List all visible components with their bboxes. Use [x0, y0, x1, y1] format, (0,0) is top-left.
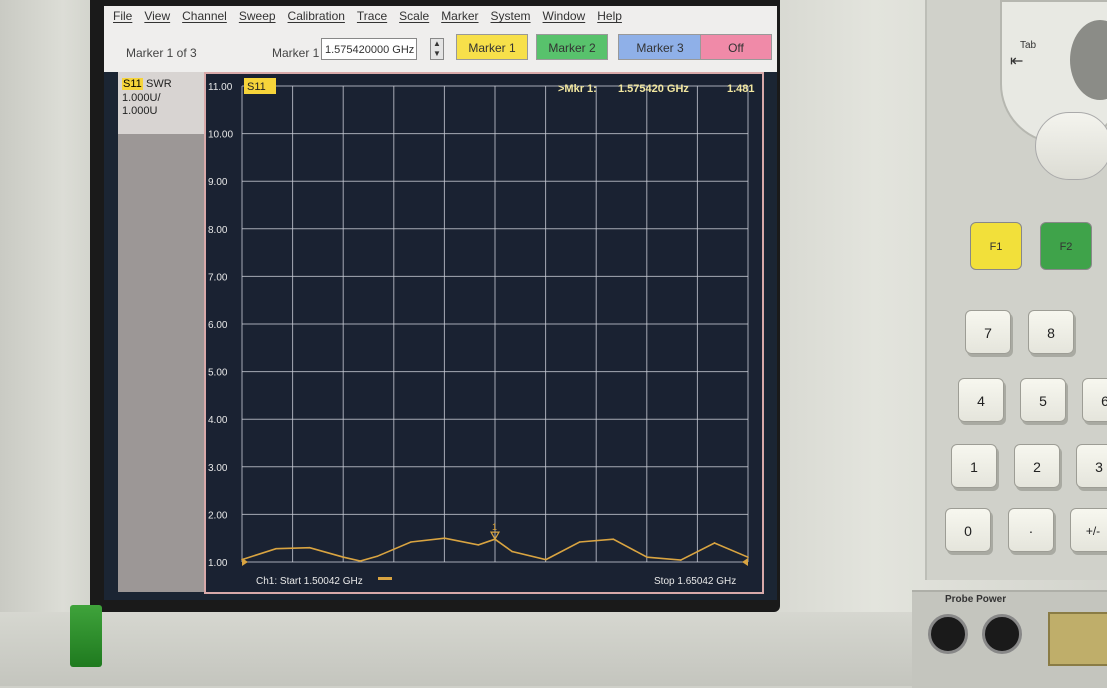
marker-1-triangle: [489, 531, 501, 541]
trace-point: [308, 546, 311, 549]
trace-info-pane: S11 SWR 1.000U/ 1.000U: [118, 72, 207, 592]
plot-frame: 11.00 10.00 9.00 8.00 7.00 6.00 5.00 4.00 3.00 2.…: [204, 72, 764, 594]
y-tick-label: 5.00: [208, 368, 228, 379]
key-6[interactable]: 6: [1082, 378, 1107, 422]
key-8[interactable]: 8: [1028, 310, 1074, 354]
key-0[interactable]: 0: [945, 508, 991, 552]
y-tick-label: 9.00: [208, 177, 228, 188]
y-tick-label: 8.00: [208, 225, 228, 236]
trace-point: [410, 541, 412, 543]
trace-point: [275, 547, 277, 550]
trace-point: [578, 541, 581, 543]
y-tick-label: 3.00: [208, 463, 228, 474]
tab-key[interactable]: Tab ⇤: [1010, 40, 1050, 90]
menu-view[interactable]: View: [144, 9, 171, 23]
y-tick-label: 10.00: [208, 130, 233, 141]
trace-point: [680, 559, 682, 561]
marker-3-button[interactable]: Marker 3: [618, 34, 702, 60]
trace-tag: S11: [122, 78, 143, 90]
menu-trace[interactable]: Trace: [356, 9, 388, 23]
key-2[interactable]: 2: [1014, 444, 1060, 488]
probe-power-port-2[interactable]: [982, 614, 1022, 654]
f2-key[interactable]: F2: [1040, 222, 1092, 270]
plot-background: [206, 74, 762, 592]
marker-frequency-input[interactable]: 1.575420000 GHz: [321, 38, 417, 60]
trace-point: [747, 556, 749, 559]
trace-info-box: S11 SWR 1.000U/ 1.000U: [118, 72, 204, 134]
start-frequency-label: Ch1: Start 1.50042 GHz: [256, 576, 363, 587]
trace-indicator: [378, 577, 392, 580]
trace-reference: 1.000U: [122, 105, 158, 117]
trace-point: [359, 560, 362, 562]
menu-file[interactable]: File: [113, 9, 133, 23]
menu-marker[interactable]: Marker: [441, 9, 479, 23]
marker-readout-frequency: 1.575420 GHz: [618, 83, 689, 95]
marker-readout-label: >Mkr 1:: [558, 83, 597, 95]
stop-frequency-label: Stop 1.65042 GHz: [654, 576, 736, 587]
y-tick-label: 4.00: [208, 415, 228, 426]
menu-channel[interactable]: Channel: [182, 9, 227, 23]
tab-arrow-icon: ⇤: [1010, 53, 1024, 70]
y-tick-label: 7.00: [208, 272, 228, 283]
marker-1-button[interactable]: Marker 1: [456, 34, 528, 60]
trace-tag-bg: [244, 78, 276, 94]
menu-sweep[interactable]: Sweep: [238, 9, 276, 23]
marker-off-button[interactable]: Off: [700, 34, 772, 60]
menu-scale[interactable]: Scale: [399, 9, 430, 23]
f1-key[interactable]: F1: [970, 222, 1022, 270]
key-1[interactable]: 1: [951, 444, 997, 488]
trace-point: [443, 537, 446, 539]
menu-window[interactable]: Window: [542, 9, 586, 23]
trace-tag-text: S11: [247, 81, 266, 93]
marker-field-label: Marker 1: [272, 46, 320, 60]
analyzer-display: File View Channel Sweep Calibration Trace Scal…: [104, 6, 777, 600]
marker-toolbar: Marker 1 of 3 Marker 1 1.575420000 GHz ▲…: [104, 26, 777, 72]
trace-line-s11: [241, 537, 749, 562]
trace-point: [342, 556, 345, 559]
probe-power-label: Probe Power: [945, 594, 1007, 605]
front-panel-slot: [1048, 612, 1107, 666]
instrument-bezel-bottom: [0, 612, 915, 686]
marker-1-label: 1: [492, 522, 497, 532]
nav-down-key[interactable]: [1035, 112, 1107, 180]
right-edge-marker: [742, 558, 748, 566]
key-3[interactable]: 3: [1076, 444, 1107, 488]
y-tick-label: 2.00: [208, 510, 228, 521]
key-plus-minus[interactable]: +/-: [1070, 508, 1107, 552]
menu-calibration[interactable]: Calibration: [287, 9, 345, 23]
instrument-bezel-left: [0, 0, 105, 686]
y-tick-label: 6.00: [208, 320, 228, 331]
tab-key-label: Tab: [1020, 40, 1037, 51]
left-edge-marker: [242, 558, 248, 566]
trace-point: [646, 556, 648, 559]
marker-2-button[interactable]: Marker 2: [536, 34, 608, 60]
menu-system[interactable]: System: [490, 9, 531, 23]
trace-point: [713, 542, 716, 544]
trace-scale: 1.000U/: [122, 92, 161, 104]
trace-format: SWR: [146, 78, 172, 90]
trace-point: [612, 538, 615, 540]
probe-power-port-1[interactable]: [928, 614, 968, 654]
key-7[interactable]: 7: [965, 310, 1011, 354]
key-5[interactable]: 5: [1020, 378, 1066, 422]
swr-chart[interactable]: 11.0010.009.008.007.006.005.004.003.002.…: [206, 74, 762, 592]
trace-point: [477, 544, 480, 546]
trace-point: [376, 555, 379, 558]
menu-help[interactable]: Help: [597, 9, 622, 23]
marker-status: Marker 1 of 3: [126, 46, 197, 60]
key-4[interactable]: 4: [958, 378, 1004, 422]
marker-spinner-button[interactable]: ▲ ▼: [430, 38, 444, 60]
y-tick-label: 11.00: [208, 82, 233, 93]
y-tick-label: 1.00: [208, 558, 228, 569]
power-led: [70, 605, 102, 667]
menu-bar: File View Channel Sweep Calibration Trace Scal…: [104, 6, 777, 26]
key-decimal[interactable]: ·: [1008, 508, 1054, 552]
trace-point: [511, 550, 513, 553]
marker-readout-value: 1.481: [727, 83, 755, 95]
trace-point: [545, 558, 547, 561]
